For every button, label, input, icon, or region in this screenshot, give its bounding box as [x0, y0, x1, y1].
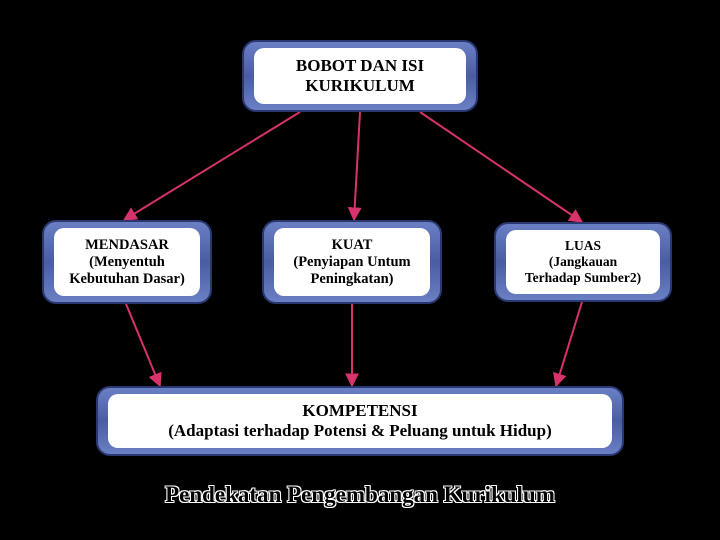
node-bottom: KOMPETENSI (Adaptasi terhadap Potensi & …	[96, 386, 624, 456]
node-bottom-line2: (Adaptasi terhadap Potensi & Peluang unt…	[168, 421, 552, 441]
node-top-line2: KURIKULUM	[305, 76, 415, 96]
node-right-line3: Terhadap Sumber2)	[525, 270, 641, 286]
node-mid-line2: (Penyiapan Untum	[293, 254, 410, 271]
footer-title: Pendekatan Pengembangan Kurikulum	[0, 482, 720, 508]
node-top-line1: BOBOT DAN ISI	[296, 56, 424, 76]
node-mid-line1: KUAT	[332, 237, 373, 254]
node-bottom-line1: KOMPETENSI	[302, 401, 417, 421]
node-top: BOBOT DAN ISI KURIKULUM	[242, 40, 478, 112]
edge-top-left	[124, 112, 300, 220]
node-right-line2: (Jangkauan	[549, 254, 617, 270]
edge-left-bottom	[126, 304, 160, 386]
node-left-line3: Kebutuhan Dasar)	[69, 271, 185, 288]
node-right: LUAS (Jangkauan Terhadap Sumber2)	[494, 222, 672, 302]
edge-right-bottom	[556, 302, 582, 386]
edge-top-mid	[354, 112, 360, 220]
footer-text: Pendekatan Pengembangan Kurikulum	[165, 482, 555, 507]
node-right-line1: LUAS	[565, 238, 601, 254]
node-left-line2: (Menyentuh	[89, 254, 165, 271]
edge-top-right	[420, 112, 582, 222]
node-left-line1: MENDASAR	[85, 237, 169, 254]
node-left: MENDASAR (Menyentuh Kebutuhan Dasar)	[42, 220, 212, 304]
node-mid-line3: Peningkatan)	[311, 271, 394, 288]
node-mid: KUAT (Penyiapan Untum Peningkatan)	[262, 220, 442, 304]
